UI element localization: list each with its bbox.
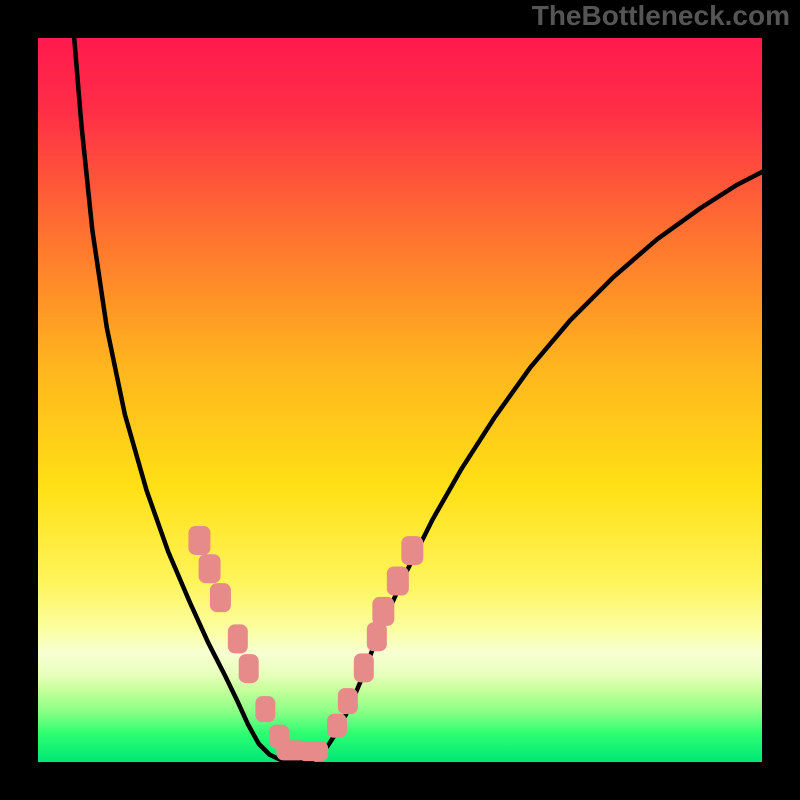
curve-marker	[255, 696, 275, 722]
curve-marker	[387, 567, 409, 596]
chart-background	[38, 38, 762, 762]
plot-area	[38, 38, 762, 762]
curve-marker	[367, 622, 387, 651]
curve-marker	[327, 714, 347, 738]
chart-frame: TheBottleneck.com	[0, 0, 800, 800]
curve-marker	[210, 583, 231, 612]
curve-marker	[354, 653, 374, 682]
curve-marker	[401, 536, 423, 565]
watermark-text: TheBottleneck.com	[532, 0, 790, 32]
curve-marker	[188, 526, 210, 555]
curve-marker	[338, 688, 358, 714]
curve-marker	[239, 654, 259, 683]
curve-marker	[228, 624, 248, 653]
chart-svg	[38, 38, 762, 762]
curve-marker	[372, 597, 394, 626]
curve-marker	[298, 741, 328, 761]
curve-marker	[199, 554, 221, 583]
